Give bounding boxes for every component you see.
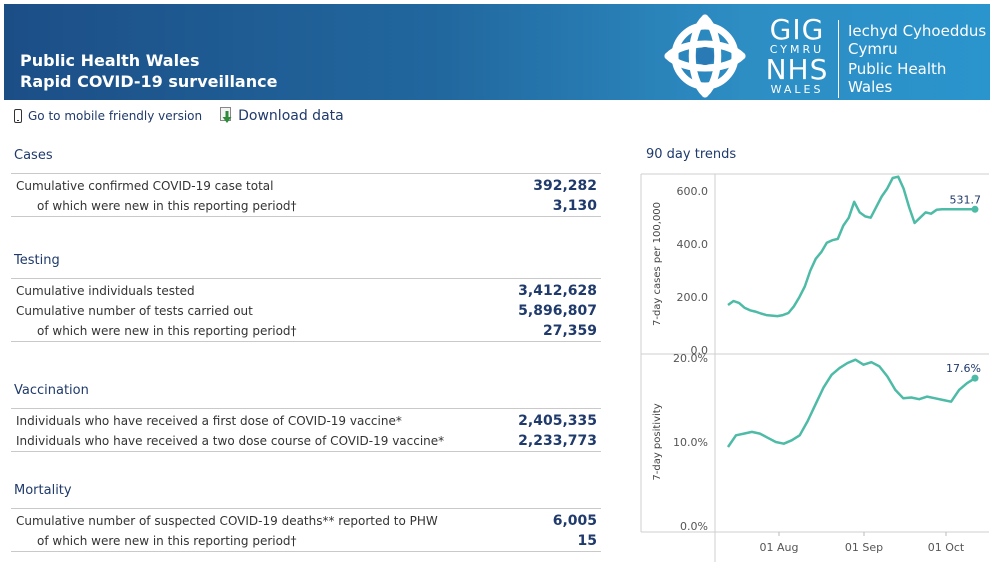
download-data-button[interactable]: Download data [220,107,344,125]
cases-last-value-label: 531.7 [950,193,982,206]
chart-xtick-label: 01 Oct [928,541,965,554]
row-label: Cumulative confirmed COVID-19 case total [16,179,274,193]
cases-series-line [727,175,975,318]
trends-charts: 7-day cases per 100,000 7-day positivity 0… [640,170,990,566]
testing-section-title: Testing [14,253,60,268]
download-data-label: Download data [238,108,344,124]
logo-cymru-text: CYMRU [769,43,825,56]
table-row: Individuals who have received a first do… [11,411,601,431]
row-value: 3,130 [552,198,597,214]
page-title-line1: Public Health Wales [20,51,200,70]
chart-ytick-label: 600.0 [677,185,709,198]
welsh-knot-logo-icon [664,14,746,98]
trends-title: 90 day trends [646,147,737,162]
vaccination-table: Individuals who have received a first do… [11,408,601,452]
chart-ytick-label: 200.0 [677,291,709,304]
positivity-series-line [726,358,976,448]
chart-xtick-label: 01 Sep [845,541,883,554]
chart-ylabel: 7-day cases per 100,000 [652,202,663,326]
page-title: Public Health Wales Rapid COVID-19 surve… [20,50,277,92]
mobile-version-link[interactable]: Go to mobile friendly version [14,109,202,123]
table-row: of which were new in this reporting peri… [11,321,601,341]
cases-section-title: Cases [14,148,53,163]
table-row: Cumulative individuals tested 3,412,628 [11,281,601,301]
chart-ytick-label: 20.0% [673,352,708,365]
cases-table: Cumulative confirmed COVID-19 case total… [11,173,601,217]
row-value: 15 [577,533,597,549]
chart-ytick-label: 0.0 [691,344,709,357]
chart-ytick-label: 400.0 [677,238,709,251]
table-row: Cumulative number of suspected COVID-19 … [11,511,601,531]
vaccination-section-title: Vaccination [14,383,89,398]
page-title-line2: Rapid COVID-19 surveillance [20,72,278,91]
row-label: of which were new in this reporting peri… [37,534,297,548]
phone-icon [14,109,22,123]
table-row: of which were new in this reporting peri… [11,196,601,216]
row-value: 27,359 [542,323,597,339]
mortality-table: Cumulative number of suspected COVID-19 … [11,508,601,552]
org-name-line4: Wales [848,78,893,96]
chart-ylabel: 7-day positivity [652,403,663,480]
table-row: Cumulative number of tests carried out 5… [11,301,601,321]
mortality-section-title: Mortality [14,483,72,498]
row-value: 6,005 [552,513,597,529]
chart-xtick-label: 01 Aug [760,541,799,554]
row-label: Individuals who have received a two dose… [16,434,445,448]
positivity-last-point [971,374,979,382]
trends-svg: 7-day cases per 100,000 7-day positivity 0… [640,173,989,562]
logo-wales-text: WALES [770,83,824,96]
mobile-version-label: Go to mobile friendly version [28,109,203,123]
org-name-line3: Public Health [848,60,947,78]
positivity-last-value-label: 17.6% [946,362,981,375]
row-value: 2,233,773 [518,433,597,449]
toolbar: Go to mobile friendly version Download d… [14,105,344,127]
table-row: of which were new in this reporting peri… [11,531,601,551]
row-label: Cumulative number of tests carried out [16,304,253,318]
logo-nhs-text: NHS [765,53,829,86]
logo-gig-text: GIG [769,13,825,46]
row-label: of which were new in this reporting peri… [37,324,297,338]
chart-ytick-label: 0.0% [680,520,708,533]
testing-table: Cumulative individuals tested 3,412,628 … [11,278,601,342]
org-name-line1: Iechyd Cyhoeddus [848,22,987,40]
row-label: Cumulative individuals tested [16,284,195,298]
table-row: Individuals who have received a two dose… [11,431,601,451]
row-value: 2,405,335 [518,413,597,429]
row-label: Cumulative number of suspected COVID-19 … [16,514,438,528]
org-name-line2: Cymru [848,40,898,58]
row-label: of which were new in this reporting peri… [37,199,297,213]
logo-divider [838,20,839,98]
row-value: 392,282 [533,178,597,194]
row-value: 3,412,628 [518,283,597,299]
org-name: Iechyd Cyhoeddus Cymru Public Health Wal… [848,22,986,96]
nhs-wales-logo: GIG CYMRU NHS WALES [762,16,832,100]
download-icon [220,107,232,123]
chart-ytick-label: 10.0% [673,436,708,449]
header-banner: Public Health Wales Rapid COVID-19 surve… [4,4,990,100]
cases-last-point [971,205,979,213]
row-value: 5,896,807 [518,303,597,319]
row-label: Individuals who have received a first do… [16,414,402,428]
table-row: Cumulative confirmed COVID-19 case total… [11,176,601,196]
